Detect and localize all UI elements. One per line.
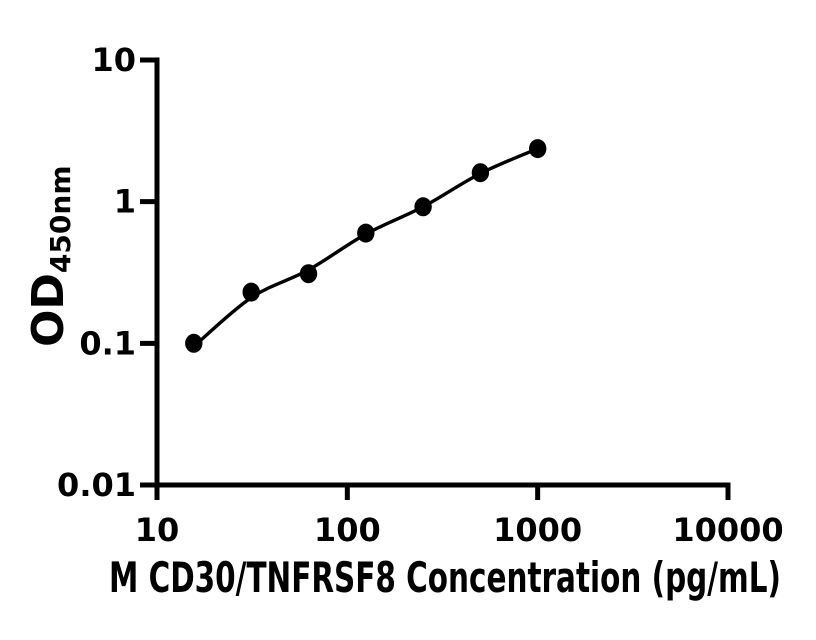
x-tick-label: 10000: [672, 511, 783, 549]
x-axis-title: M CD30/TNFRSF8 Concentration (pg/mL): [109, 553, 781, 602]
data-point: [357, 223, 375, 243]
y-tick-label: 0.01: [57, 466, 136, 504]
y-axis-title-subscript: 450nm: [44, 166, 77, 274]
y-axis-title-main: OD: [23, 273, 74, 347]
data-point: [185, 333, 203, 353]
data-point: [529, 139, 547, 159]
data-point: [242, 282, 260, 302]
data-point: [299, 264, 318, 284]
plot-area: 10 1 0.1 0.01 10 100 1000 10000: [57, 41, 784, 549]
x-tick-label: 10: [135, 511, 180, 549]
x-tick-label: 1000: [493, 511, 582, 549]
y-tick-label: 10: [91, 41, 136, 79]
y-tick-label: 1: [114, 183, 136, 221]
x-tick-label: 100: [314, 511, 381, 549]
y-tick-label: 0.1: [79, 324, 136, 362]
data-point: [414, 197, 432, 217]
y-axis-title: OD450nm: [23, 166, 77, 348]
data-point: [471, 163, 490, 183]
